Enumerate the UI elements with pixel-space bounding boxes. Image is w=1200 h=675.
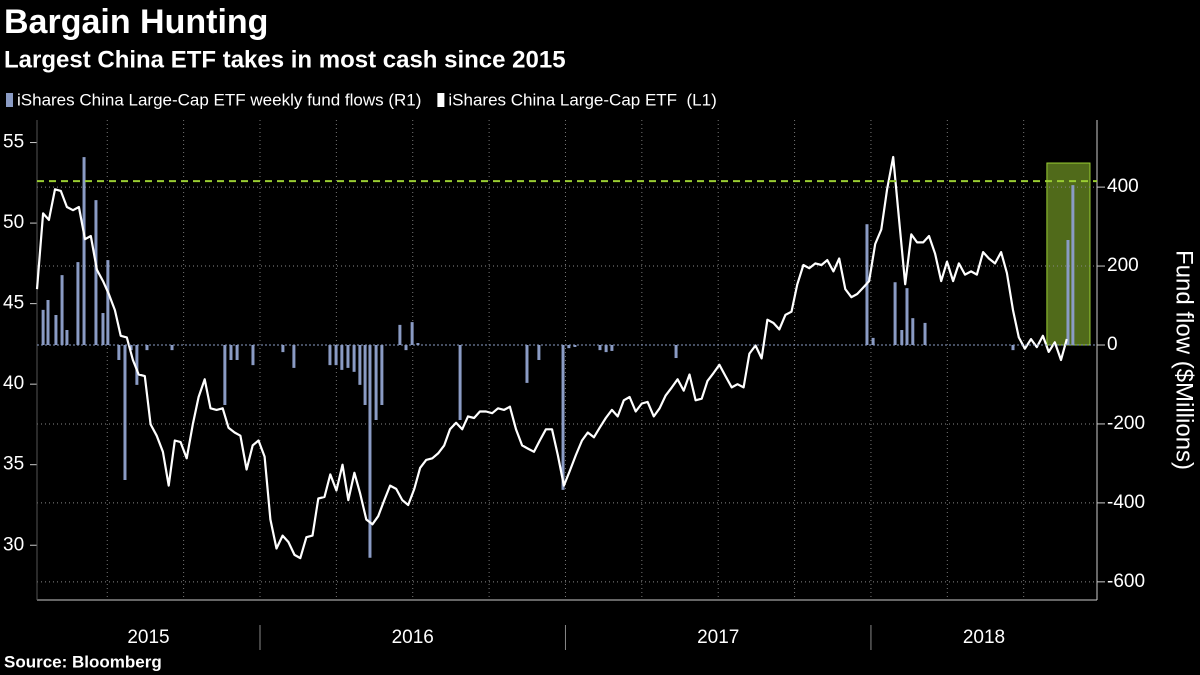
- y-tick-label: 45: [3, 293, 24, 314]
- bar: [60, 275, 64, 345]
- y-tick-label: 50: [3, 212, 24, 233]
- bar: [106, 260, 110, 345]
- bar: [404, 345, 408, 351]
- bar: [76, 262, 80, 345]
- bar: [1066, 240, 1070, 345]
- bar: [410, 322, 414, 345]
- chart-subtitle: Largest China ETF takes in most cash sin…: [4, 46, 566, 73]
- y2-tick-label: 0: [1107, 334, 1118, 355]
- bar: [223, 345, 227, 405]
- bar: [101, 313, 105, 345]
- bar: [340, 345, 344, 370]
- y2-axis-title: Fund flow ($Millions): [1171, 250, 1198, 470]
- y2-tick-label: -200: [1107, 413, 1145, 434]
- bar: [82, 157, 86, 345]
- bar: [251, 345, 255, 366]
- y2-tick-label: -600: [1107, 571, 1145, 592]
- x-tick-label: 2017: [697, 627, 739, 648]
- bar: [368, 345, 372, 558]
- legend-swatch: [437, 93, 445, 107]
- bar: [525, 345, 529, 383]
- bar: [41, 309, 45, 345]
- legend-swatch: [6, 93, 13, 107]
- bar: [123, 345, 127, 480]
- bar: [281, 345, 285, 353]
- x-tick-label: 2016: [392, 627, 434, 648]
- bar: [334, 345, 338, 366]
- y2-tick-label: -400: [1107, 492, 1145, 513]
- legend-label: iShares China Large-Cap ETF weekly fund …: [17, 90, 421, 109]
- bar: [598, 345, 602, 351]
- bar: [46, 300, 50, 345]
- source: Source: Bloomberg: [4, 652, 162, 671]
- chart-title: Bargain Hunting: [4, 3, 268, 41]
- bar: [1071, 185, 1075, 345]
- bar: [923, 322, 927, 345]
- y2-tick-label: 200: [1107, 255, 1139, 276]
- bar: [567, 345, 571, 349]
- bar: [380, 345, 384, 405]
- bar: [94, 200, 98, 345]
- bar: [363, 345, 367, 405]
- line: [35, 155, 1068, 560]
- bar: [346, 345, 350, 368]
- bar: [54, 315, 58, 345]
- bar: [117, 345, 121, 360]
- legend-label: iShares China Large-Cap ETF (L1): [448, 90, 716, 109]
- bar: [229, 345, 233, 360]
- bar: [458, 345, 462, 420]
- bar: [292, 345, 296, 368]
- bar: [610, 345, 614, 351]
- y2-tick-label: 400: [1107, 176, 1139, 197]
- bar: [893, 282, 897, 345]
- x-tick-label: 2015: [127, 627, 169, 648]
- bar: [604, 345, 608, 353]
- bar: [235, 345, 239, 360]
- bar: [170, 345, 174, 351]
- bar: [358, 345, 362, 385]
- bar: [911, 318, 915, 345]
- bar: [352, 345, 356, 372]
- bar: [416, 343, 420, 345]
- bar: [135, 345, 139, 385]
- bar: [900, 330, 904, 345]
- bar: [573, 345, 577, 347]
- bar: [537, 345, 541, 360]
- bar: [65, 330, 69, 345]
- bar: [145, 345, 149, 351]
- bar: [374, 345, 378, 420]
- y-tick-label: 35: [3, 454, 24, 475]
- bar: [129, 345, 133, 351]
- bar: [871, 337, 875, 345]
- bar: [398, 324, 402, 345]
- x-tick-label: 2018: [963, 627, 1005, 648]
- bar: [1011, 345, 1015, 351]
- y-tick-label: 55: [3, 132, 24, 153]
- bar: [674, 345, 678, 359]
- bar: [905, 288, 909, 345]
- y-tick-label: 30: [3, 534, 24, 555]
- bar: [328, 345, 332, 366]
- bar: [561, 345, 565, 490]
- y-tick-label: 40: [3, 373, 24, 394]
